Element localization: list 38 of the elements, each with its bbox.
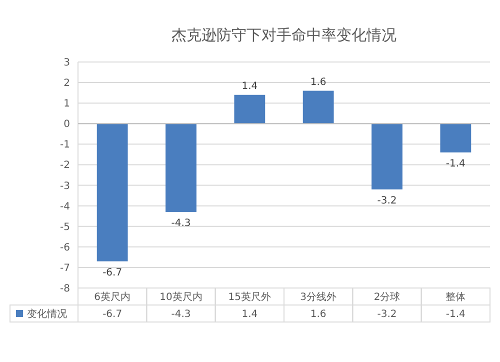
bar	[166, 124, 196, 212]
y-tick-label: -6	[60, 242, 70, 254]
data-label: -3.2	[377, 195, 397, 206]
x-tick-label: 15英尺外	[228, 291, 272, 303]
y-tick-label: -8	[60, 284, 70, 294]
data-label: -1.4	[446, 158, 466, 170]
y-tick-label: 2	[64, 78, 70, 90]
legend-label: 变化情况	[27, 308, 67, 320]
y-tick-label: 3	[64, 58, 70, 68]
bar	[302, 90, 334, 124]
bar	[234, 94, 266, 124]
y-tick-label: -4	[60, 201, 70, 212]
text: -4.3	[171, 309, 191, 320]
y-tick-label: 1	[64, 98, 70, 110]
bar	[96, 124, 128, 262]
y-tick-label: -2	[60, 160, 70, 172]
y-tick-label: -1	[60, 140, 70, 151]
bar	[440, 124, 472, 152]
data-label: -4.3	[171, 218, 191, 229]
x-tick-label: 10英尺内	[160, 291, 202, 303]
data-label: -6.7	[102, 267, 122, 278]
chart-title: 杰克逊防守下对手命中率变化情况	[172, 26, 396, 44]
y-tick-label: -7	[60, 262, 70, 274]
text: -3.2	[377, 309, 397, 320]
y-tick-label: -3	[60, 180, 70, 192]
y-tick-label: -5	[60, 222, 70, 233]
x-tick-label: 整体	[446, 291, 466, 303]
x-tick-label: 3分线外	[300, 291, 337, 303]
x-tick-label: 6英尺内	[94, 291, 131, 303]
data-label: 1.4	[242, 80, 258, 92]
x-tick-label: 2分球	[374, 291, 400, 303]
text: 1.4	[242, 309, 258, 320]
text: 1.6	[310, 309, 326, 320]
y-tick-label: 0	[64, 119, 70, 130]
bar	[372, 124, 402, 190]
text: -1.4	[446, 309, 466, 320]
data-label: 1.6	[310, 76, 326, 88]
text: -6.7	[102, 309, 122, 320]
